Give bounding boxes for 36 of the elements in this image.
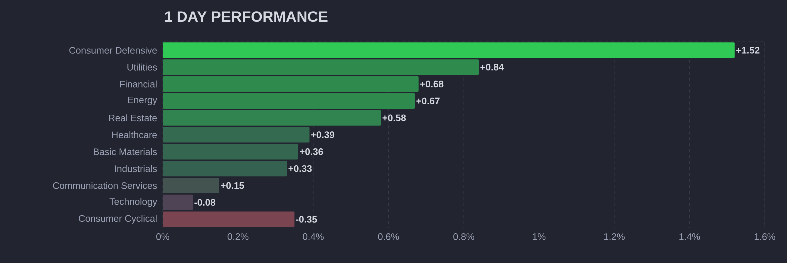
data-label: +0.58	[382, 114, 406, 122]
y-tick-label: Real Estate	[109, 114, 158, 122]
data-label: +0.39	[311, 132, 335, 138]
x-tick-label: 0.6%	[378, 234, 400, 240]
bar	[163, 212, 295, 228]
bar	[163, 194, 194, 210]
data-label: +0.67	[416, 98, 440, 105]
y-tick-label: Industrials	[115, 165, 158, 172]
x-tick-label: 1.4%	[680, 234, 700, 240]
y-tick-label: Basic Materials	[94, 148, 158, 156]
x-tick-label: 0.8%	[454, 234, 474, 240]
chart-title: 1 DAY PERFORMANCE	[165, 12, 328, 22]
bar	[163, 42, 735, 58]
x-tick-label: 0%	[156, 234, 170, 240]
data-label: +1.52	[736, 47, 760, 54]
y-tick-label: Financial	[120, 80, 157, 88]
x-tick-label: 1%	[533, 234, 546, 240]
y-tick-label: Utilities	[128, 64, 158, 71]
data-label: +0.15	[221, 182, 244, 190]
x-tick-label: 0.2%	[228, 234, 249, 240]
data-label: +0.84	[480, 64, 504, 71]
y-tick-label: Technology	[110, 198, 158, 208]
data-label: -0.08	[194, 199, 216, 206]
y-tick-label: Communication Services	[53, 182, 158, 190]
x-tick-label: 1.2%	[604, 234, 625, 240]
data-label: -0.35	[296, 216, 318, 223]
data-label: +0.68	[420, 80, 444, 88]
y-tick-label: Healthcare	[112, 132, 158, 138]
x-tick-label: 0.4%	[303, 234, 324, 240]
data-label: +0.36	[300, 148, 324, 156]
y-tick-label: Energy	[128, 96, 158, 106]
x-tick-label: 1.6%	[754, 234, 776, 240]
y-tick-label: Consumer Cyclical	[79, 215, 157, 224]
bar	[163, 178, 220, 194]
data-label: +0.33	[288, 165, 312, 172]
y-tick-label: Consumer Defensive	[70, 46, 158, 54]
